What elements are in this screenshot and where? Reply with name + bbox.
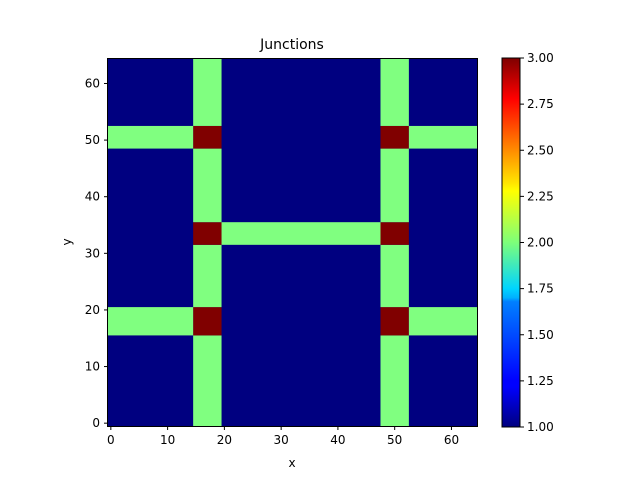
heatmap-wire-cell bbox=[108, 125, 194, 149]
heatmap-wire-cell bbox=[380, 335, 409, 426]
y-tick-label: 40 bbox=[85, 190, 100, 204]
x-tick-label: 40 bbox=[330, 433, 345, 447]
colorbar-tick-label: 1.50 bbox=[527, 328, 554, 342]
x-tick-label: 20 bbox=[217, 433, 232, 447]
colorbar-tick-label: 2.00 bbox=[527, 236, 554, 250]
heatmap-wire-cell bbox=[193, 148, 222, 223]
x-tick-label: 60 bbox=[444, 433, 459, 447]
colorbar-tick-label: 1.00 bbox=[527, 420, 554, 434]
y-tick-label: 20 bbox=[85, 303, 100, 317]
x-tick-label: 50 bbox=[387, 433, 402, 447]
heatmap-wire-cell bbox=[408, 307, 477, 336]
x-tick-label: 10 bbox=[160, 433, 175, 447]
y-tick-label: 0 bbox=[92, 416, 100, 430]
colorbar-tick-label: 2.75 bbox=[527, 97, 554, 111]
y-tick-label: 10 bbox=[85, 360, 100, 374]
y-tick-label: 30 bbox=[85, 246, 100, 260]
heatmap-cells bbox=[108, 58, 477, 426]
heatmap-junction-cell bbox=[193, 222, 222, 245]
x-tick-label: 0 bbox=[107, 433, 115, 447]
heatmap-wire-cell bbox=[408, 125, 477, 149]
heatmap-wire-cell bbox=[380, 58, 409, 126]
heatmap-junction-cell bbox=[193, 307, 222, 336]
y-axis-label: y bbox=[60, 238, 74, 245]
heatmap-wire-cell bbox=[193, 335, 222, 426]
heatmap-junction-cell bbox=[193, 125, 222, 149]
heatmap-junction-cell bbox=[380, 307, 409, 336]
heatmap-junction-cell bbox=[380, 125, 409, 149]
colorbar-tick-label: 3.00 bbox=[527, 51, 554, 65]
colorbar bbox=[501, 57, 521, 428]
colorbar-tick-label: 2.25 bbox=[527, 189, 554, 203]
x-tick-label: 30 bbox=[274, 433, 289, 447]
y-tick-label: 50 bbox=[85, 133, 100, 147]
y-tick-label: 60 bbox=[85, 76, 100, 90]
colorbar-tick-label: 1.75 bbox=[527, 282, 554, 296]
colorbar-tick-label: 2.50 bbox=[527, 143, 554, 157]
heatmap-wire-cell bbox=[380, 148, 409, 223]
heatmap-wire-cell bbox=[380, 244, 409, 308]
heatmap-wire-cell bbox=[193, 58, 222, 126]
colorbar-ticks: 1.00 1.25 1.50 1.75 2.00 2.25 2.50 2.75 3.00 bbox=[520, 51, 554, 434]
heatmap-wire-cell bbox=[108, 307, 194, 336]
plot-frame bbox=[107, 58, 478, 427]
heatmap-junction-cell bbox=[380, 222, 409, 245]
chart-title: Junctions bbox=[259, 37, 324, 53]
x-axis-label: x bbox=[288, 456, 295, 470]
heatmap-wire-cell bbox=[193, 244, 222, 308]
colorbar-tick-label: 1.25 bbox=[527, 374, 554, 388]
y-axis-ticks: 0 10 20 30 40 50 60 bbox=[85, 76, 108, 430]
heatmap-wire-cell bbox=[221, 222, 381, 245]
x-axis-ticks: 0 10 20 30 40 50 60 bbox=[107, 426, 459, 447]
